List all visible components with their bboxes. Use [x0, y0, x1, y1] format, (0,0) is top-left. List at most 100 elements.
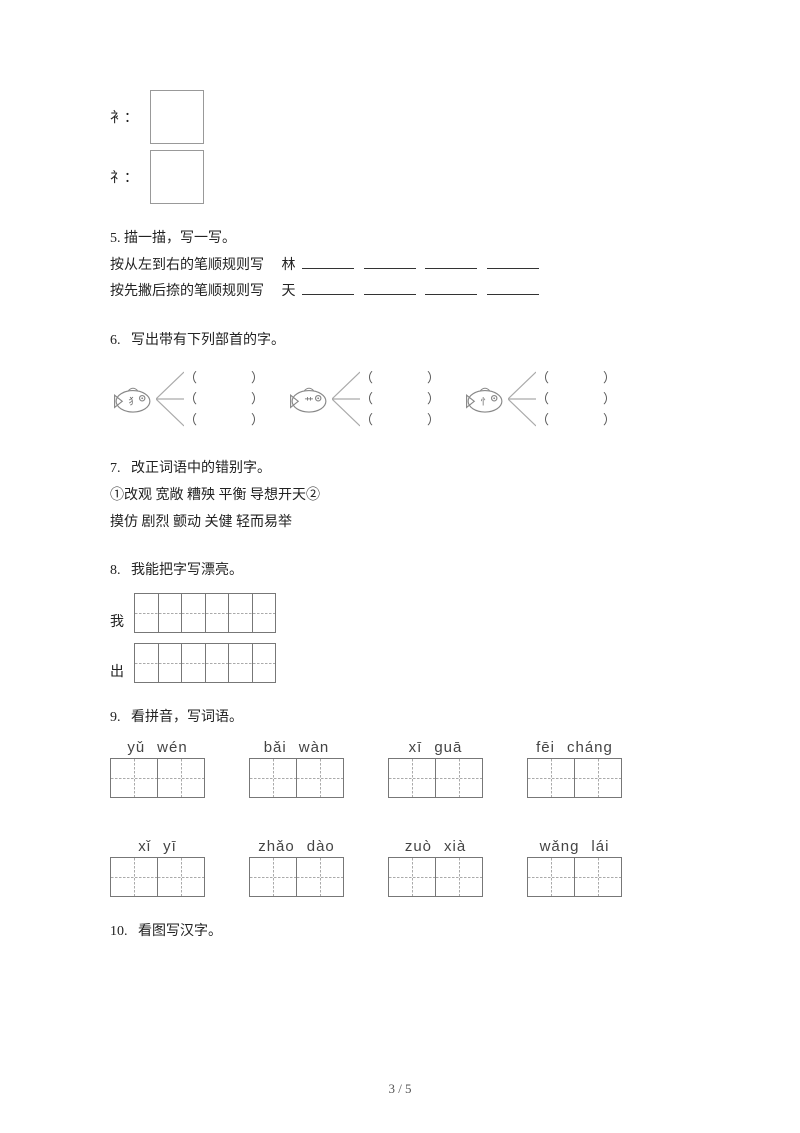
tianzi-cell: [110, 857, 158, 897]
fill-blank: [425, 280, 477, 295]
radical-label-2: 礻：: [110, 167, 150, 187]
q9-title: 看拼音，写词语。: [131, 710, 243, 725]
bracket-group: （） （） （）: [360, 368, 440, 430]
pinyin-item: wǎnglái: [527, 838, 622, 897]
question-5: 5. 描一描，写一写。 按从左到右的笔顺规则写 林 按先撇后捺的笔顺规则写 天: [110, 226, 690, 306]
pinyin-label: fēicháng: [536, 739, 613, 756]
branch-icon: [508, 364, 536, 434]
q10-title: 看图写汉字。: [138, 924, 222, 939]
radical-row-1: 衤：: [110, 90, 690, 144]
tianzi-cell: [228, 593, 276, 633]
pinyin-item: fēicháng: [527, 739, 622, 798]
tianzi-cell: [388, 758, 436, 798]
fish-group: 犭 （） （） （）: [110, 364, 264, 434]
fill-blank: [487, 254, 539, 269]
tianzi-group: [110, 758, 205, 798]
pinyin-label: zuòxià: [405, 838, 466, 855]
tianzi-cell: [388, 857, 436, 897]
writing-box: [150, 90, 204, 144]
q8-num: 8.: [110, 563, 121, 578]
pinyin-item: zhǎodào: [249, 838, 344, 897]
fill-blank: [425, 254, 477, 269]
q6-num: 6.: [110, 333, 121, 348]
svg-text:犭: 犭: [128, 397, 137, 407]
branch-icon: [156, 364, 184, 434]
pinyin-label: xīguā: [409, 739, 463, 756]
q10-num: 10.: [110, 924, 128, 939]
pinyin-label: zhǎodào: [258, 838, 335, 855]
tianzi-group: [110, 857, 205, 897]
radical-label-1: 衤：: [110, 107, 150, 127]
question-9: 9. 看拼音，写词语。 yǔwén bǎiwàn xīguā fēicháng: [110, 705, 690, 898]
page-number: 3 / 5: [0, 1081, 800, 1097]
writing-box: [150, 150, 204, 204]
branch-icon: [332, 364, 360, 434]
q7-line2: 摸仿 剧烈 颤动 关健 轻而易举: [110, 510, 690, 537]
q7-title: 改正词语中的错别字。: [131, 461, 271, 476]
q5-line1-char: 林: [282, 258, 296, 273]
q8-title: 我能把字写漂亮。: [131, 563, 243, 578]
bracket-group: （） （） （）: [536, 368, 616, 430]
fish-group: 忄 （） （） （）: [462, 364, 616, 434]
q7-num: 7.: [110, 461, 121, 476]
pinyin-label: bǎiwàn: [264, 739, 330, 756]
tianzi-cell: [157, 758, 205, 798]
fill-blank: [302, 254, 354, 269]
tianzi-cell: [574, 758, 622, 798]
question-6: 6. 写出带有下列部首的字。 犭 （） （） （） 艹 （） （） （）: [110, 328, 690, 435]
tianzi-cell: [110, 758, 158, 798]
svg-text:忄: 忄: [480, 397, 489, 407]
tianzi-group: [134, 643, 276, 683]
fill-blank: [364, 254, 416, 269]
tianzi-cell: [249, 857, 297, 897]
tianzi-group: [527, 758, 622, 798]
tianzi-cell: [296, 857, 344, 897]
tianzi-group: [249, 758, 344, 798]
tianzi-group: [527, 857, 622, 897]
q8-row1-label: 我: [110, 611, 132, 633]
fill-blank: [302, 280, 354, 295]
fish-icon: 犭: [110, 381, 156, 417]
q9-num: 9.: [110, 710, 121, 725]
question-10: 10. 看图写汉字。: [110, 919, 690, 946]
tianzi-group: [134, 593, 276, 633]
tianzi-cell: [574, 857, 622, 897]
tianzi-cell: [134, 643, 182, 683]
fish-icon: 艹: [286, 381, 332, 417]
tianzi-group: [249, 857, 344, 897]
pinyin-item: xīguā: [388, 739, 483, 798]
pinyin-label: xǐyī: [138, 838, 177, 855]
tianzi-cell: [527, 857, 575, 897]
tianzi-cell: [249, 758, 297, 798]
svg-text:艹: 艹: [304, 397, 313, 407]
tianzi-cell: [134, 593, 182, 633]
tianzi-cell: [435, 758, 483, 798]
question-7: 7. 改正词语中的错别字。 ①改观 宽敞 糟殃 平衡 导想开天② 摸仿 剧烈 颤…: [110, 456, 690, 536]
q5-num: 5.: [110, 231, 121, 246]
tianzi-group: [388, 758, 483, 798]
fill-blank: [364, 280, 416, 295]
bracket-group: （） （） （）: [184, 368, 264, 430]
pinyin-item: yǔwén: [110, 739, 205, 798]
tianzi-cell: [157, 857, 205, 897]
radical-row-2: 礻：: [110, 150, 690, 204]
q5-line2-text: 按先撇后捺的笔顺规则写: [110, 284, 264, 299]
q7-line1: ①改观 宽敞 糟殃 平衡 导想开天②: [110, 483, 690, 510]
fish-icon: 忄: [462, 381, 508, 417]
tianzi-cell: [435, 857, 483, 897]
pinyin-item: zuòxià: [388, 838, 483, 897]
pinyin-label: yǔwén: [127, 739, 187, 756]
q5-title: 描一描，写一写。: [124, 231, 236, 246]
pinyin-item: xǐyī: [110, 838, 205, 897]
tianzi-cell: [296, 758, 344, 798]
pinyin-label: wǎnglái: [540, 838, 610, 855]
q6-title: 写出带有下列部首的字。: [131, 333, 285, 348]
tianzi-cell: [181, 593, 229, 633]
tianzi-group: [388, 857, 483, 897]
fish-group: 艹 （） （） （）: [286, 364, 440, 434]
q5-line1-text: 按从左到右的笔顺规则写: [110, 258, 264, 273]
question-8: 8. 我能把字写漂亮。 我 出: [110, 558, 690, 683]
q8-row2-label: 出: [110, 661, 132, 683]
tianzi-cell: [527, 758, 575, 798]
tianzi-cell: [228, 643, 276, 683]
